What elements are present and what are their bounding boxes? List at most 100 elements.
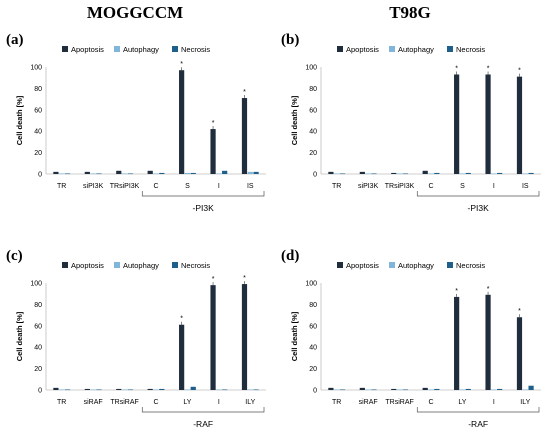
bar <box>84 388 90 390</box>
legend-label: Autophagy <box>123 45 159 54</box>
bar <box>90 173 96 175</box>
y-tick-label: 20 <box>309 150 317 157</box>
legend-label: Apoptosis <box>71 261 104 270</box>
panel-label: (c) <box>6 248 23 264</box>
y-tick-label: 80 <box>34 302 42 309</box>
group-bracket <box>141 407 265 413</box>
x-tick-label: TR <box>57 183 66 190</box>
significance-mark: * <box>180 316 183 323</box>
bar <box>216 173 222 175</box>
legend-label: Autophagy <box>398 261 434 270</box>
bar <box>359 387 365 390</box>
legend-swatch <box>114 46 120 52</box>
legend-label: Autophagy <box>123 261 159 270</box>
bar <box>491 173 497 175</box>
y-tick-label: 40 <box>34 129 42 136</box>
bar <box>159 388 165 390</box>
bar <box>434 388 440 390</box>
x-tick-label: C <box>153 399 158 406</box>
x-tick-label: IS <box>247 183 254 190</box>
group-label: -PI3K <box>468 203 490 213</box>
y-tick-label: 100 <box>30 281 42 288</box>
bar <box>365 389 371 391</box>
bar <box>53 171 59 174</box>
significance-mark: * <box>243 275 246 282</box>
legend-label: Apoptosis <box>346 261 379 270</box>
legend-swatch <box>447 262 453 268</box>
legend-label: Apoptosis <box>346 45 379 54</box>
bar <box>116 170 122 174</box>
bar <box>96 173 102 175</box>
bar <box>454 74 460 174</box>
panel-label: (d) <box>281 248 299 264</box>
bar <box>334 389 340 391</box>
significance-mark: * <box>487 286 490 293</box>
x-tick-label: TR <box>332 183 341 190</box>
bar <box>190 172 196 174</box>
bar <box>516 76 523 174</box>
bar <box>497 388 503 390</box>
bar <box>402 173 408 175</box>
y-tick-label: 0 <box>38 388 42 395</box>
bar <box>241 98 248 174</box>
significance-mark: * <box>180 61 183 68</box>
bar <box>459 173 466 175</box>
bar <box>216 389 222 391</box>
legend-swatch <box>389 46 395 52</box>
bar <box>153 173 159 175</box>
bar <box>339 173 346 175</box>
x-tick-label: TR <box>57 399 66 406</box>
significance-mark: * <box>212 276 215 283</box>
bar <box>528 385 534 390</box>
y-tick-label: 100 <box>30 65 42 72</box>
bar <box>396 173 403 175</box>
bar <box>454 296 460 390</box>
legend-swatch <box>172 46 178 52</box>
bar <box>222 389 228 391</box>
bar <box>371 173 377 175</box>
group-label: -PI3K <box>193 203 215 213</box>
y-axis-label: Cell death [%] <box>15 95 24 145</box>
y-tick-label: 60 <box>309 323 317 330</box>
group-label: -RAF <box>468 419 488 429</box>
legend-swatch <box>62 46 68 52</box>
group-bracket <box>416 191 540 197</box>
bar <box>116 388 122 390</box>
y-tick-label: 40 <box>309 129 317 136</box>
group-bracket <box>416 407 540 413</box>
bar <box>64 389 71 391</box>
bar <box>210 129 216 174</box>
bar <box>222 170 228 174</box>
panel-label: (b) <box>281 32 299 48</box>
y-tick-label: 100 <box>305 281 317 288</box>
y-tick-label: 40 <box>309 345 317 352</box>
legend-swatch <box>337 262 343 268</box>
x-tick-label: S <box>460 183 465 190</box>
legend-swatch <box>337 46 343 52</box>
significance-mark: * <box>518 68 521 75</box>
y-tick-label: 0 <box>313 388 317 395</box>
bar <box>434 172 440 174</box>
y-tick-label: 20 <box>309 366 317 373</box>
x-tick-label: C <box>428 399 433 406</box>
y-tick-label: 0 <box>313 172 317 179</box>
significance-mark: * <box>455 65 458 72</box>
y-axis-label: Cell death [%] <box>15 311 24 361</box>
y-tick-label: 20 <box>34 366 42 373</box>
significance-mark: * <box>487 65 490 72</box>
x-tick-label: siPI3K <box>358 183 379 190</box>
bar <box>522 389 528 391</box>
bar <box>121 389 128 391</box>
y-tick-label: 60 <box>34 323 42 330</box>
x-tick-label: S <box>185 183 190 190</box>
x-tick-label: I <box>493 399 495 406</box>
x-tick-label: LY <box>458 399 466 406</box>
bar <box>516 317 523 390</box>
bar <box>241 284 248 390</box>
significance-mark: * <box>212 120 215 127</box>
bar <box>334 173 340 175</box>
legend-label: Apoptosis <box>71 45 104 54</box>
bar <box>528 172 534 174</box>
bar <box>497 172 503 174</box>
group-bracket <box>141 191 265 197</box>
